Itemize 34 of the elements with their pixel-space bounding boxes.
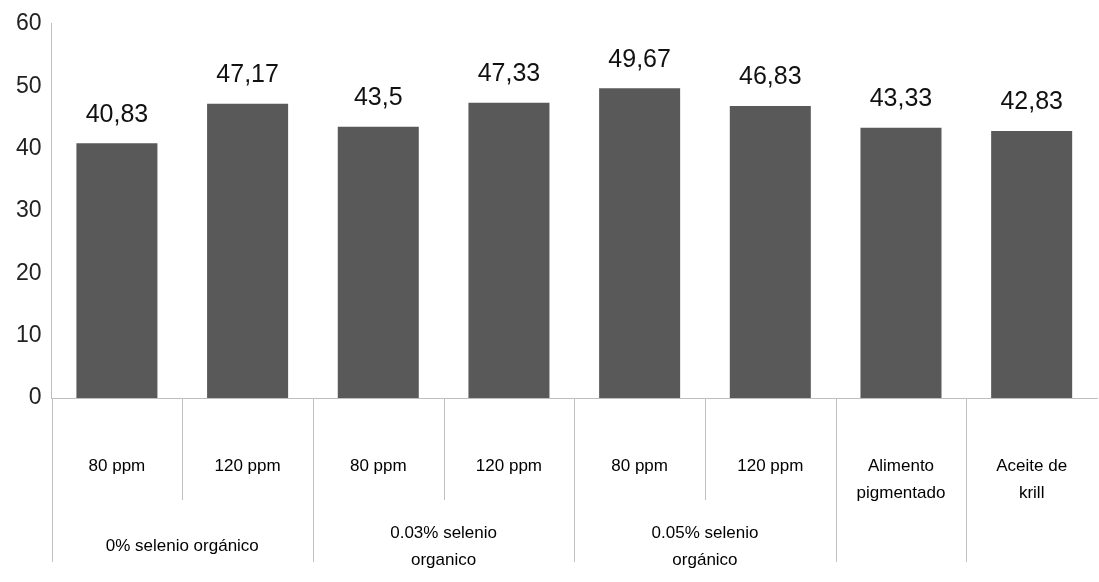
y-tick-label: 0 <box>28 383 42 410</box>
y-tick-label: 10 <box>15 320 42 347</box>
text: 0% selenio orgánico <box>105 535 259 555</box>
data-label: 49,67 <box>608 43 671 72</box>
bar <box>729 105 811 398</box>
y-tick-label: 50 <box>15 71 42 98</box>
y-tick-label: 40 <box>15 133 42 160</box>
x-tick-label: 120 ppm <box>737 455 804 475</box>
x-tick-label: 80 ppm <box>88 455 146 475</box>
x-tick-label: 80 ppm <box>611 455 668 475</box>
x-tick-label: 120 ppm <box>475 455 543 475</box>
bar <box>860 127 942 398</box>
data-label: 47,33 <box>477 58 541 87</box>
data-label: 43,33 <box>869 83 933 112</box>
bar <box>599 88 681 398</box>
y-tick-label: 20 <box>15 258 42 285</box>
x-tick-label: Aceite de krill <box>996 455 1068 502</box>
data-label: 46,83 <box>739 61 802 90</box>
data-label: 40,83 <box>85 98 149 127</box>
bar <box>337 126 419 398</box>
text: 0.03% selenio organico <box>390 522 498 569</box>
y-tick-label: 30 <box>15 196 42 223</box>
data-label: 42,83 <box>1000 86 1063 115</box>
data-label: 47,17 <box>216 59 279 88</box>
x-tick-label: 80 ppm <box>349 455 407 475</box>
text: 0.05% selenio orgánico <box>651 522 759 569</box>
bar <box>991 130 1073 398</box>
bar <box>468 102 550 398</box>
x-tick-label: Alimento pigmentado <box>856 455 946 502</box>
data-label: 43,5 <box>353 82 403 111</box>
bar <box>207 103 289 398</box>
y-tick-label: 60 <box>15 9 42 36</box>
x-tick-label: 120 ppm <box>214 455 281 475</box>
bar <box>76 143 158 398</box>
